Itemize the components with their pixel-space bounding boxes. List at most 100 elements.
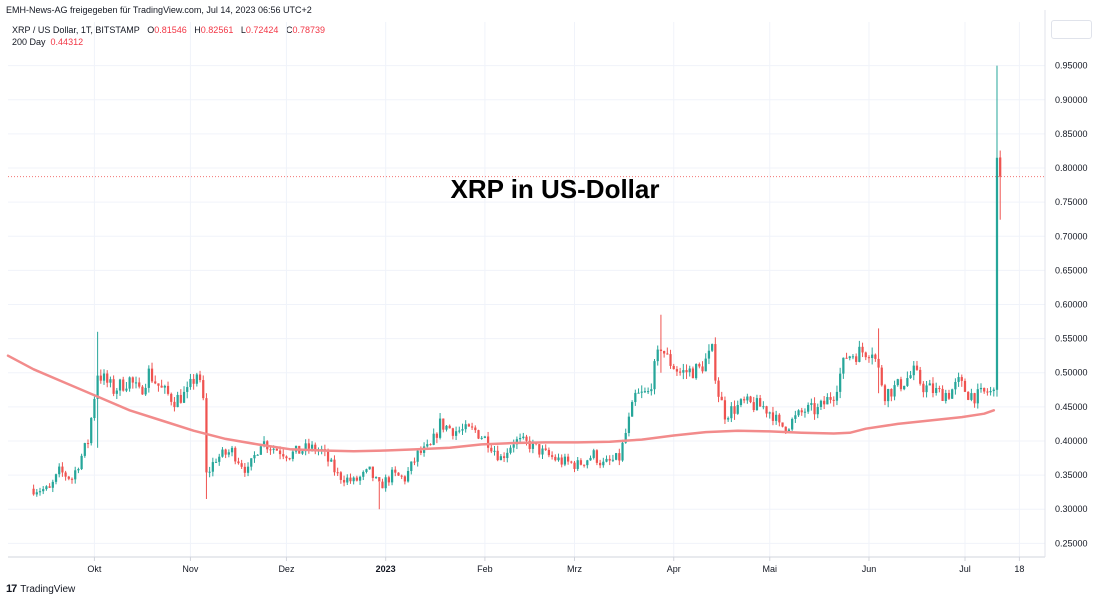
candle-body (819, 400, 823, 408)
candle-body (845, 357, 848, 359)
candle-body (775, 414, 778, 421)
candle-body (224, 449, 227, 455)
candle-body (259, 446, 262, 455)
candle-body (42, 489, 45, 492)
candle-body (701, 366, 704, 372)
candle-body (250, 458, 253, 467)
candle-body (61, 466, 64, 473)
candle-body (909, 375, 912, 379)
candle-body (614, 453, 618, 460)
candle-body (560, 457, 563, 465)
share-header: EMH-News-AG freigegeben für TradingView.… (6, 5, 312, 15)
candle-body (605, 458, 608, 462)
candle-body (528, 440, 531, 449)
candle-body (675, 369, 679, 372)
candle-body (106, 373, 109, 383)
chart-settings-button[interactable] (1051, 20, 1092, 39)
candle-body (791, 418, 794, 430)
low-label: L (240, 25, 246, 35)
candle-body (470, 426, 474, 428)
candle-body (477, 430, 480, 439)
candle-body (147, 368, 150, 388)
candle-body (704, 358, 707, 372)
candle-body (301, 451, 304, 454)
candle-body (979, 387, 983, 390)
brand-name: TradingView (20, 583, 76, 595)
x-tick-label: Jul (959, 564, 971, 574)
candle-body (608, 458, 611, 461)
candle-body (227, 452, 230, 455)
low-value: 0.72424 (245, 25, 279, 35)
candle-body (512, 444, 515, 448)
candle-body (960, 377, 963, 381)
y-tick-label: 0.95000 (1055, 61, 1088, 71)
candle-body (538, 444, 541, 455)
close-value: 0.78739 (292, 25, 325, 35)
candle-body (464, 424, 467, 430)
candle-body (486, 436, 490, 448)
candle-body (547, 449, 551, 456)
candle-body (813, 403, 816, 415)
candle-body (384, 477, 387, 489)
candle-body (669, 354, 672, 366)
y-tick-label: 0.35000 (1055, 470, 1088, 480)
candle-body (230, 447, 234, 453)
candle-body (659, 349, 663, 352)
y-tick-label: 0.30000 (1055, 504, 1088, 514)
x-tick-label: Jun (862, 564, 877, 574)
candle-body (579, 460, 583, 465)
ma-label: 200 Day (12, 37, 46, 47)
candle-body (807, 404, 810, 412)
candle-body (192, 378, 195, 384)
candle-body (432, 433, 435, 445)
candle-body (906, 378, 909, 386)
candle-body (390, 469, 394, 483)
y-tick-label: 0.70000 (1055, 231, 1088, 241)
candle-body (867, 357, 871, 359)
candle-body (624, 432, 627, 443)
candle-body (912, 365, 915, 376)
chart-title: XRP in US-Dollar (450, 174, 659, 204)
candle-body (64, 472, 67, 477)
candle-body (336, 472, 339, 474)
candle-body (871, 354, 874, 359)
candle-body (403, 476, 406, 482)
candle-body (262, 441, 266, 447)
candle-body (474, 427, 477, 431)
candle-body (38, 491, 42, 493)
candle-body (58, 466, 61, 475)
candle-body (83, 443, 86, 456)
candle-body (32, 488, 35, 495)
y-tick-label: 0.65000 (1055, 265, 1088, 275)
candle-body (448, 425, 451, 429)
candle-body (115, 390, 118, 394)
candle-body (554, 456, 557, 461)
candle-body (502, 456, 506, 459)
candle-body (935, 388, 938, 394)
candle-body (285, 456, 288, 459)
candle-body (240, 463, 243, 467)
x-tick-label: Dez (278, 564, 295, 574)
candle-body (656, 349, 659, 362)
candle-body (381, 481, 384, 489)
candle-body (326, 451, 330, 462)
candle-body (874, 354, 877, 359)
candle-body (947, 392, 951, 399)
candle-body (586, 460, 589, 466)
candle-body (835, 391, 839, 401)
candle-body (246, 466, 250, 473)
candle-body (128, 377, 131, 389)
candle-body (976, 389, 979, 404)
candle-body (986, 391, 989, 393)
candle-body (829, 397, 832, 400)
candle-body (118, 379, 122, 391)
candle-body (461, 429, 464, 431)
candle-body (499, 456, 503, 461)
candle-body (602, 461, 605, 466)
candle-body (730, 406, 733, 419)
candle-body (803, 411, 807, 413)
candle-body (797, 410, 800, 416)
candle-body (480, 437, 483, 439)
candle-body (186, 387, 189, 392)
